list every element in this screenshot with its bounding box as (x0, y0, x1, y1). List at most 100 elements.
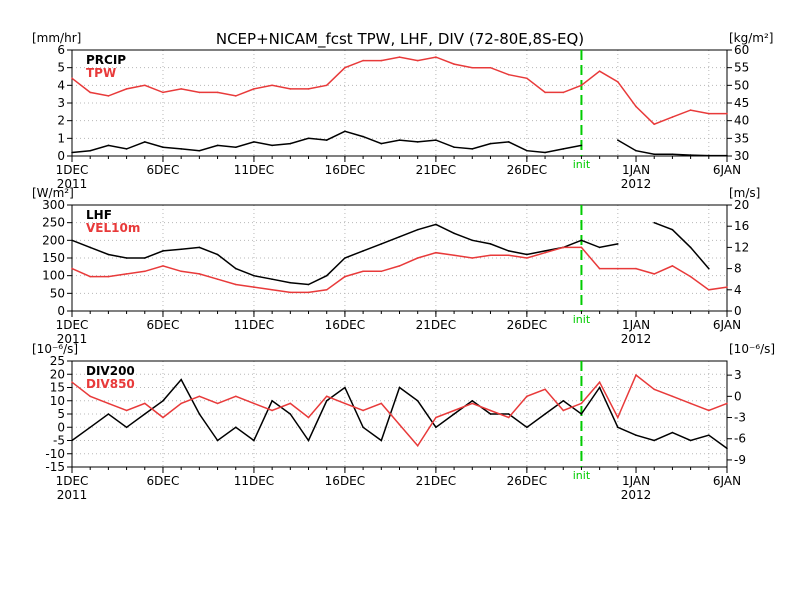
series-line (71, 56, 727, 126)
y-left-tick-label: 20 (50, 367, 65, 381)
y-right-unit: [kg/m²] (729, 31, 773, 45)
x-tick-label: 6DEC (147, 474, 180, 488)
x-year-label: 2012 (621, 332, 652, 346)
y-left-tick-label: 0 (57, 420, 65, 434)
y-right-tick-label: 12 (734, 240, 749, 254)
series-prcip (71, 130, 728, 157)
y-right-tick-label: 40 (734, 114, 749, 128)
y-left-tick-label: 50 (50, 286, 65, 300)
y-left-unit: [mm/hr] (32, 31, 81, 45)
y-left-tick-label: 0 (57, 304, 65, 318)
y-left-tick-label: 5 (57, 61, 65, 75)
y-right-tick-label: 8 (734, 262, 742, 276)
x-tick-label: 11DEC (234, 163, 274, 177)
x-year-label: 2011 (57, 332, 88, 346)
init-label: init (573, 469, 591, 482)
y-left-tick-label: -5 (53, 434, 65, 448)
legend-prcip: PRCIP (86, 53, 126, 67)
y-left-tick-label: 5 (57, 407, 65, 421)
y-left-tick-label: 3 (57, 96, 65, 110)
y-left-tick-label: 10 (50, 394, 65, 408)
x-tick-label: 1JAN (622, 318, 650, 332)
panel-middle: 0 50 100 150 200 250 300 0 4 8 12 16 20 [W/m²] [m/s] 1D… (32, 186, 760, 346)
y-right-tick-label: 30 (734, 149, 749, 163)
x-year-label: 2011 (57, 488, 88, 502)
y-right-tick-label: 0 (734, 304, 742, 318)
y-left-tick-label: 25 (50, 354, 65, 368)
series-line (71, 223, 618, 286)
series-line (653, 221, 710, 270)
series-line (71, 378, 728, 450)
y-right-tick-label: 55 (734, 61, 749, 75)
x-tick-label: 16DEC (325, 163, 365, 177)
y-left-tick-label: 15 (50, 381, 65, 395)
y-left-tick-label: 2 (57, 114, 65, 128)
init-label: init (573, 313, 591, 326)
series-vel10m (71, 246, 728, 294)
y-right-tick-label: 35 (734, 131, 749, 145)
series-lhf (71, 221, 710, 286)
y-right-tick-label: 60 (734, 43, 749, 57)
y-left-unit: [10⁻⁶/s] (32, 342, 78, 356)
series-div850 (71, 373, 728, 448)
x-tick-label: 21DEC (416, 474, 456, 488)
y-left-tick-label: 0 (57, 149, 65, 163)
x-tick-label: 6DEC (147, 318, 180, 332)
y-left-tick-label: 6 (57, 43, 65, 57)
series-line (71, 373, 728, 448)
x-year-label: 2011 (57, 177, 88, 191)
y-left-tick-label: 4 (57, 78, 65, 92)
x-tick-label: 26DEC (507, 474, 547, 488)
y-right-tick-label: 3 (734, 368, 742, 382)
y-right-tick-label: 45 (734, 96, 749, 110)
legend-vel10m: VEL10m (86, 221, 140, 235)
init-label: init (573, 158, 591, 171)
x-year-label: 2012 (621, 177, 652, 191)
x-tick-label: 11DEC (234, 318, 274, 332)
x-tick-label: 6JAN (713, 474, 741, 488)
x-tick-label: 21DEC (416, 318, 456, 332)
series-tpw (71, 56, 728, 126)
y-left-tick-label: 200 (42, 233, 65, 247)
y-left-tick-label: 1 (57, 131, 65, 145)
y-right-unit: [m/s] (729, 186, 760, 200)
y-right-tick-label: -6 (734, 432, 746, 446)
y-right-tick-label: -3 (734, 411, 746, 425)
y-right-tick-label: 16 (734, 219, 749, 233)
x-tick-label: 1JAN (622, 163, 650, 177)
x-tick-label: 21DEC (416, 163, 456, 177)
y-left-tick-label: 150 (42, 251, 65, 265)
x-tick-label: 1DEC (56, 163, 89, 177)
y-right-unit: [10⁻⁶/s] (729, 342, 775, 356)
x-tick-label: 6JAN (713, 318, 741, 332)
series-line (617, 139, 727, 157)
y-left-unit: [W/m²] (32, 186, 74, 200)
series-line (71, 130, 582, 154)
x-tick-label: 26DEC (507, 163, 547, 177)
y-right-tick-label: -9 (734, 453, 746, 467)
x-tick-label: 6DEC (147, 163, 180, 177)
y-right-tick-label: 4 (734, 283, 742, 297)
legend-tpw: TPW (86, 66, 116, 80)
series-line (71, 246, 728, 294)
series-div200 (71, 378, 728, 450)
y-right-tick-label: 0 (734, 389, 742, 403)
y-left-tick-label: -15 (45, 460, 65, 474)
x-tick-label: 1JAN (622, 474, 650, 488)
x-tick-label: 16DEC (325, 474, 365, 488)
y-left-tick-label: 300 (42, 198, 65, 212)
chart-title: NCEP+NICAM_fcst TPW, LHF, DIV (72-80E,8S… (216, 30, 584, 49)
y-left-tick-label: 100 (42, 269, 65, 283)
y-left-tick-label: 250 (42, 216, 65, 230)
x-tick-label: 11DEC (234, 474, 274, 488)
legend-div200: DIV200 (86, 364, 135, 378)
x-tick-label: 26DEC (507, 318, 547, 332)
legend-div850: DIV850 (86, 377, 135, 391)
x-tick-label: 16DEC (325, 318, 365, 332)
x-year-label: 2012 (621, 488, 652, 502)
x-tick-label: 1DEC (56, 318, 89, 332)
x-tick-label: 1DEC (56, 474, 89, 488)
